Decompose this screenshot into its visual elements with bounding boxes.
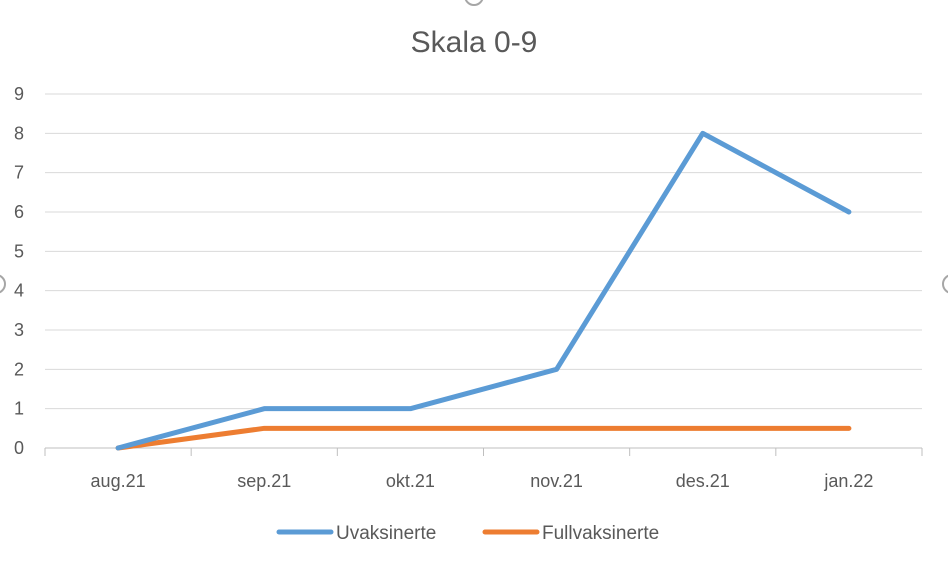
x-tick-label: okt.21	[386, 471, 435, 491]
x-tick-label: nov.21	[530, 471, 583, 491]
x-axis	[44, 447, 923, 456]
y-tick-label: 0	[14, 438, 24, 458]
y-tick-label: 9	[14, 84, 24, 104]
series-line-uvaksinerte	[115, 130, 852, 451]
frame-handle-top	[464, 0, 484, 6]
frame-handle-left	[0, 274, 6, 294]
x-axis-tick-labels: aug.21 sep.21 okt.21 nov.21 des.21 jan.22	[91, 471, 874, 491]
chart-title: Skala 0-9	[411, 26, 538, 59]
x-tick-label: jan.22	[823, 471, 873, 491]
y-tick-label: 1	[14, 399, 24, 419]
x-tick-label: des.21	[676, 471, 730, 491]
y-tick-label: 2	[14, 359, 24, 379]
y-tick-label: 3	[14, 320, 24, 340]
x-tick-label: aug.21	[91, 471, 146, 491]
x-tick-label: sep.21	[237, 471, 291, 491]
series-line-fullvaksinerte	[115, 425, 852, 451]
series-lines	[115, 130, 852, 451]
y-tick-label: 4	[14, 281, 24, 301]
gridlines	[45, 93, 922, 410]
legend-label: Fullvaksinerte	[542, 523, 659, 544]
y-axis-tick-labels: 0 1 2 3 4 5 6 7 8 9	[14, 84, 24, 458]
y-tick-label: 7	[14, 163, 24, 183]
y-tick-label: 8	[14, 123, 24, 143]
legend: Uvaksinerte Fullvaksinerte	[276, 523, 659, 544]
legend-label: Uvaksinerte	[336, 523, 436, 544]
y-tick-label: 5	[14, 241, 24, 261]
y-tick-label: 6	[14, 202, 24, 222]
frame-handle-right	[942, 274, 948, 294]
